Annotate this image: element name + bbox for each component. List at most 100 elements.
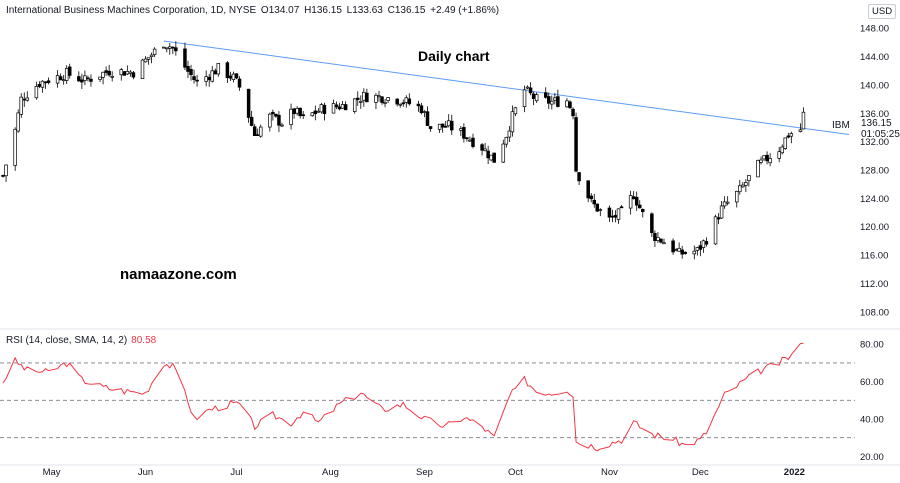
candle-body	[25, 97, 30, 101]
candle-body	[738, 185, 742, 193]
candle-body	[547, 96, 551, 104]
candle-body	[331, 103, 336, 114]
candle-body	[419, 105, 424, 114]
candle-body	[19, 96, 23, 115]
candle-body	[189, 69, 193, 76]
rsi-value: 80.58	[131, 335, 157, 346]
candle-body	[459, 128, 463, 131]
candle-body	[22, 98, 27, 101]
candle-body	[204, 76, 208, 82]
candle-body	[416, 103, 421, 107]
candle-body	[765, 154, 769, 162]
candle-body	[1, 175, 5, 177]
price-axis-tick-label: 108.00	[860, 307, 889, 318]
candle-body	[365, 92, 369, 103]
candle-body	[735, 190, 739, 203]
candle-body	[40, 80, 45, 88]
candle-body	[534, 94, 539, 102]
candle-body	[234, 73, 239, 79]
candle-body	[64, 68, 69, 81]
candle-body	[713, 216, 718, 245]
candle-body	[671, 240, 675, 253]
candle-body	[237, 78, 242, 88]
candle-body	[146, 57, 151, 60]
candle-body	[589, 195, 593, 200]
candle-body	[322, 104, 327, 114]
candle-body	[692, 250, 697, 255]
candle-body	[58, 76, 63, 81]
candle-body	[401, 102, 405, 105]
candle-body	[483, 148, 487, 152]
candle-body	[225, 62, 230, 79]
rsi-axis-tick-label: 20.00	[860, 452, 884, 463]
candle-body	[522, 89, 527, 108]
candle-body	[149, 54, 154, 58]
candle-body	[528, 87, 533, 94]
time-axis-tick-label: Dec	[692, 467, 709, 478]
candle-body	[407, 98, 412, 105]
candle-body	[425, 111, 430, 126]
candle-body	[258, 126, 263, 137]
candle-body	[16, 112, 20, 132]
candle-body	[110, 75, 114, 78]
candle-body	[465, 137, 469, 140]
instrument-label: International Business Machines Corporat…	[6, 5, 257, 16]
candle-body	[428, 126, 433, 129]
candle-body	[631, 196, 636, 200]
candle-body	[37, 84, 42, 87]
trendline-segment[interactable]	[163, 40, 850, 136]
open-value: O134.07	[260, 5, 300, 16]
candle-body	[86, 77, 90, 80]
candle-body	[607, 207, 612, 218]
trendline[interactable]	[163, 40, 850, 136]
candle-body	[768, 158, 772, 164]
candle-body	[271, 111, 275, 115]
candle-body	[61, 79, 66, 82]
candle-body	[43, 81, 48, 84]
candle-body	[786, 135, 791, 138]
candle-body	[777, 151, 781, 159]
candle-body	[422, 111, 427, 113]
candle-body	[574, 117, 578, 172]
rsi-axis-tick-label: 80.00	[860, 340, 884, 351]
rsi-axis-tick-label: 60.00	[860, 377, 884, 388]
candle-body	[613, 215, 618, 218]
candle-body	[662, 242, 666, 245]
candle-body	[716, 217, 721, 220]
candle-body	[577, 172, 581, 182]
candle-body	[565, 100, 569, 108]
candle-body	[446, 120, 451, 127]
candle-body	[756, 160, 760, 178]
candle-body	[404, 97, 409, 103]
candle-body	[192, 76, 196, 81]
candle-body	[701, 240, 706, 248]
candle-body	[653, 233, 657, 241]
candle-body	[395, 98, 399, 105]
candle-body	[386, 97, 390, 101]
candle-body	[268, 113, 272, 128]
candle-body	[501, 143, 506, 163]
candle-body	[131, 72, 136, 78]
candle-body	[171, 46, 175, 49]
candle-body	[140, 59, 145, 79]
candle-body	[704, 241, 709, 245]
candle-body	[107, 70, 111, 76]
candle-body	[680, 249, 684, 255]
price-axis-tick-label: 136.00	[860, 109, 889, 120]
candle-body	[359, 100, 363, 103]
candle-body	[553, 97, 557, 101]
candle-body	[152, 48, 157, 55]
price-axis-tick-label: 116.00	[860, 251, 888, 262]
currency-button[interactable]: USD	[868, 4, 897, 19]
candle-body	[128, 71, 133, 74]
candle-body	[486, 150, 490, 159]
candle-body	[362, 91, 366, 101]
change-value: +2.49 (+1.86%)	[430, 5, 500, 16]
candle-body	[289, 108, 293, 125]
candle-body	[695, 247, 700, 251]
candle-body	[104, 70, 108, 73]
candle-body	[719, 205, 724, 219]
candle-body	[525, 86, 530, 89]
rsi-series	[2, 342, 804, 452]
